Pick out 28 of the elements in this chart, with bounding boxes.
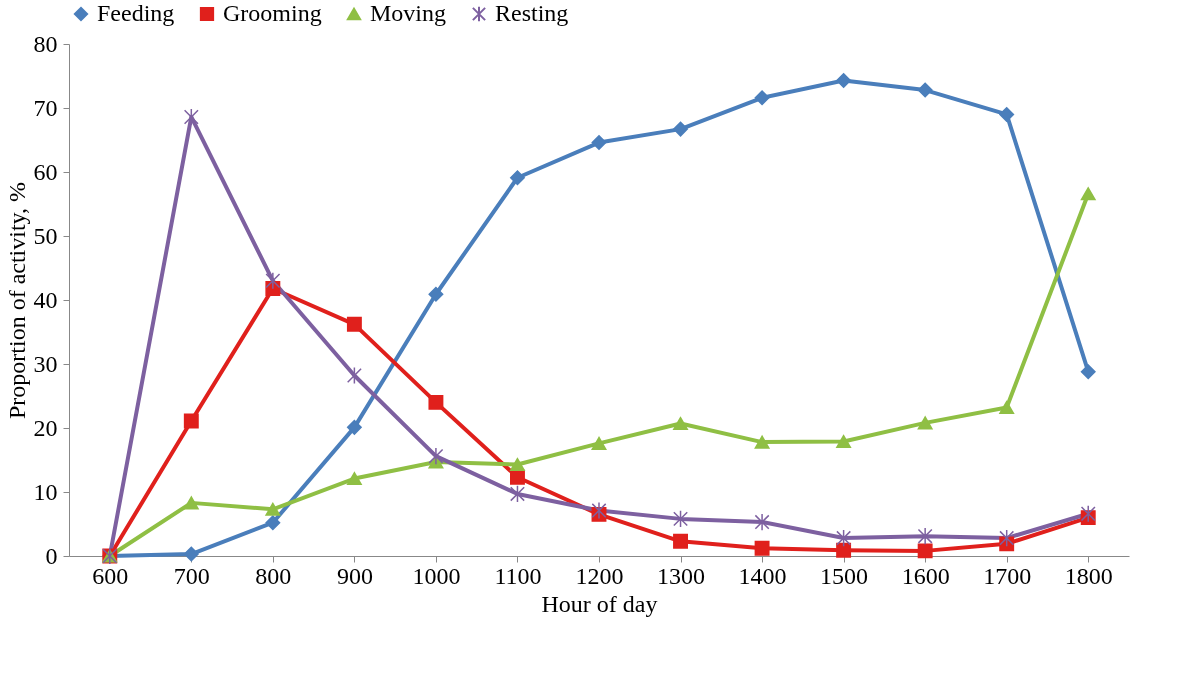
x-tick-label: 1000	[412, 562, 461, 589]
legend-label: Grooming	[223, 0, 322, 26]
y-tick-label: 70	[33, 94, 58, 121]
legend-label: Moving	[370, 0, 447, 26]
x-tick-label: 1200	[575, 562, 624, 589]
x-tick-label: 1400	[738, 562, 787, 589]
x-tick-label: 800	[255, 562, 292, 589]
x-tick-label: 1600	[901, 562, 950, 589]
y-tick-label: 10	[33, 478, 58, 505]
legend-label: Feeding	[97, 0, 175, 26]
x-tick-label: 1700	[983, 562, 1032, 589]
y-tick-label: 60	[33, 158, 58, 185]
y-tick-label: 30	[33, 350, 58, 377]
y-tick-label: 80	[33, 30, 58, 57]
x-axis-title: Hour of day	[541, 590, 658, 617]
legend-label: Resting	[495, 0, 569, 26]
x-tick-label: 1300	[657, 562, 706, 589]
x-tick-label: 1800	[1064, 562, 1113, 589]
x-tick-label: 700	[173, 562, 210, 589]
y-tick-label: 50	[33, 222, 58, 249]
x-tick-label: 600	[92, 562, 129, 589]
y-axis-title: Proportion of activity, %	[3, 181, 30, 420]
y-tick-label: 40	[33, 286, 58, 313]
x-tick-label: 1500	[820, 562, 869, 589]
x-tick-label: 900	[336, 562, 373, 589]
y-tick-label: 0	[45, 542, 58, 569]
y-tick-label: 20	[33, 414, 58, 441]
x-tick-label: 1100	[494, 562, 542, 589]
